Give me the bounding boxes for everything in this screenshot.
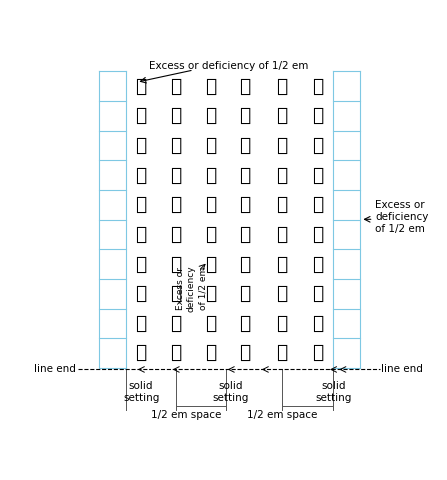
Text: の: の [312,284,324,303]
Text: さ: さ [170,166,181,184]
Text: 刺: 刺 [312,195,324,214]
Text: イ: イ [135,136,147,155]
Text: そ: そ [170,314,181,333]
Text: は: は [239,284,251,303]
Text: 『: 『 [205,195,216,214]
Text: solid
setting: solid setting [315,381,351,403]
Text: line end: line end [34,364,76,374]
Text: 『: 『 [135,77,147,96]
Text: 。: 。 [170,284,181,303]
Text: る: る [205,166,216,184]
Text: す: す [170,254,181,274]
Text: の: の [312,106,324,125]
Text: Excess or
deficiency
of 1/2 em: Excess or deficiency of 1/2 em [375,200,429,234]
Text: ズ: ズ [276,254,287,274]
Text: な: な [239,314,251,333]
Text: Excess or
deficiency
of 1/2 em: Excess or deficiency of 1/2 em [176,265,207,312]
Text: line end: line end [381,364,423,374]
Text: 』: 』 [239,225,251,244]
Text: solid
setting: solid setting [213,381,249,403]
Text: 1/2 em space: 1/2 em space [151,410,221,420]
Text: 活: 活 [276,343,287,362]
Text: 大: 大 [170,106,181,125]
Text: ン: ン [135,166,147,184]
Text: 示: 示 [170,225,181,244]
Text: 『: 『 [239,136,251,155]
Text: サ: サ [276,195,287,214]
Text: そ: そ [239,77,251,96]
Text: Excess or deficiency of 1/2 em: Excess or deficiency of 1/2 em [149,61,308,72]
Text: 字: 字 [239,166,251,184]
Text: で: で [239,254,251,274]
Text: ォ: ォ [276,106,287,125]
Text: 級: 級 [135,314,147,333]
Text: 『: 『 [135,284,147,303]
Text: ィ: ィ [205,284,216,303]
Text: き: き [170,136,181,155]
Text: 文: 文 [312,225,324,244]
Text: フ: フ [276,77,287,96]
Text: え: え [205,136,216,155]
Text: （: （ [205,343,216,362]
Text: や: や [135,254,147,274]
Text: デ: デ [205,254,216,274]
Text: さ: さ [205,77,216,96]
Text: 1/2 em space: 1/2 em space [247,410,317,420]
Text: く: く [239,343,251,362]
Text: こ: こ [312,77,324,96]
Text: ン: ン [276,136,287,155]
Text: 』: 』 [135,225,147,244]
Text: の: の [170,77,181,96]
Text: 印: 印 [312,166,324,184]
Text: ト: ト [135,195,147,214]
Text: の: の [170,343,181,362]
Text: ボ: ボ [205,225,216,244]
Text: 大: 大 [312,314,324,333]
Text: イ: イ [276,225,287,244]
Text: き: き [312,343,324,362]
Text: 』: 』 [205,314,216,333]
Text: ）: ） [276,284,287,303]
Text: ポ: ポ [135,106,147,125]
Text: は: は [276,314,287,333]
Text: の: の [239,106,251,125]
Text: で: で [170,195,181,214]
Text: 『: 『 [312,136,324,155]
Text: 字: 字 [312,254,324,274]
Text: さ: さ [205,106,216,125]
Text: ト: ト [276,166,287,184]
Text: 面: 面 [239,195,251,214]
Text: 』: 』 [135,343,147,362]
Text: solid
setting: solid setting [123,381,159,403]
